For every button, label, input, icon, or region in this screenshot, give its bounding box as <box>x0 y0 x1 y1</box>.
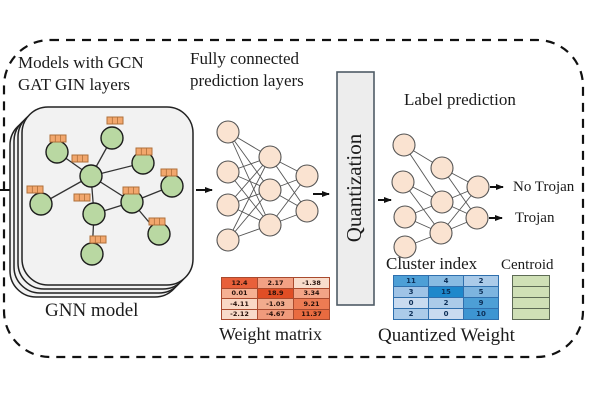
centroid-cell <box>513 298 549 308</box>
prediction-network-node <box>392 133 416 157</box>
fc-network-edge <box>227 156 271 241</box>
centroid-cell <box>513 276 549 286</box>
label-prediction-label: Label prediction <box>404 90 516 109</box>
weight-matrix-cell: 11.37 <box>294 309 329 319</box>
fc-network-node <box>258 178 282 202</box>
prediction-network-node <box>430 156 454 180</box>
models-label: Models with GCN GAT GIN layers <box>18 52 144 96</box>
feature-chip <box>122 186 140 195</box>
graph-node <box>100 126 124 150</box>
graph-node <box>82 202 106 226</box>
trojan-output-label: Trojan <box>515 210 555 226</box>
quantization-label: Quantization <box>342 133 366 243</box>
no-trojan-output-label: No Trojan <box>513 179 575 195</box>
cluster-index-cell: 3 <box>394 287 428 297</box>
graph-node <box>29 192 53 216</box>
graph-node <box>147 222 171 246</box>
models-label-line1: Models with GCN <box>18 53 144 72</box>
prediction-network-node <box>391 170 415 194</box>
feature-chip <box>73 193 91 202</box>
cluster-index-table: 11 4 2 3 15 5 0 2 9 2 0 10 <box>393 275 499 320</box>
centroid-table <box>512 275 550 320</box>
cluster-index-cell: 11 <box>394 276 428 286</box>
graph-node <box>79 164 103 188</box>
fc-network-node <box>258 213 282 237</box>
fc-network-node <box>216 228 240 252</box>
models-label-line2: GAT GIN layers <box>18 75 131 94</box>
feature-chip <box>49 134 67 143</box>
prediction-network-node <box>393 205 417 229</box>
prediction-network-node <box>429 221 453 245</box>
feature-chip <box>89 235 107 244</box>
centroid-caption: Centroid <box>501 257 554 273</box>
cluster-index-cell: 0 <box>429 309 463 319</box>
weight-matrix-cell: -4.67 <box>258 309 293 319</box>
prediction-network-node <box>465 206 489 230</box>
cluster-index-cell: 0 <box>394 298 428 308</box>
weight-matrix-cell: 18.9 <box>258 288 293 298</box>
weight-matrix-cell: 2.17 <box>258 278 293 288</box>
cluster-index-cell: 2 <box>429 298 463 308</box>
feature-chip <box>26 185 44 194</box>
fc-network-node <box>216 193 240 217</box>
cluster-index-cell: 4 <box>429 276 463 286</box>
cluster-index-cell: 5 <box>464 287 498 297</box>
centroid-cell <box>513 287 549 297</box>
weight-matrix-caption: Weight matrix <box>219 324 323 344</box>
fully-connected-label-line1: Fully connected <box>190 49 300 68</box>
feature-chip <box>135 147 153 156</box>
fc-network-node <box>258 145 282 169</box>
weight-matrix-cell: -4.11 <box>222 299 257 309</box>
prediction-network-node <box>466 175 490 199</box>
cluster-index-cell: 9 <box>464 298 498 308</box>
prediction-network-node <box>393 235 417 259</box>
fc-network-node <box>216 120 240 144</box>
cluster-index-cell: 2 <box>464 276 498 286</box>
fc-network-edge <box>227 131 271 191</box>
quantized-weight-caption: Quantized Weight <box>378 325 515 346</box>
fc-network-node <box>295 164 319 188</box>
weight-matrix-cell: 12.4 <box>222 278 257 288</box>
dashed-border <box>2 38 585 359</box>
feature-chip <box>71 154 89 163</box>
fully-connected-label-line2: prediction layers <box>190 71 304 90</box>
weight-matrix-cell: 9.21 <box>294 299 329 309</box>
weight-matrix-cell: -1.38 <box>294 278 329 288</box>
fc-network-node <box>295 199 319 223</box>
feature-chip <box>160 168 178 177</box>
graph-node <box>160 174 184 198</box>
graph-node <box>45 140 69 164</box>
fully-connected-label: Fully connected prediction layers <box>190 48 304 92</box>
gnn-model-label: GNN model <box>45 300 139 321</box>
prediction-network-node <box>430 190 454 214</box>
fc-network-edge <box>227 131 271 226</box>
weight-matrix-cell: 0.01 <box>222 288 257 298</box>
quantization-box <box>336 71 375 306</box>
weight-matrix-cell: 3.34 <box>294 288 329 298</box>
cluster-index-caption: Cluster index <box>386 254 478 273</box>
weight-matrix-table: 12.4 2.17 -1.38 0.01 18.9 3.34 -4.11 -1.03 9.21-… <box>221 277 330 320</box>
centroid-cell <box>513 309 549 319</box>
feature-chip <box>148 217 166 226</box>
feature-chip <box>106 116 124 125</box>
weight-matrix-cell: -2.12 <box>222 309 257 319</box>
weight-matrix-cell: -1.03 <box>258 299 293 309</box>
cluster-index-cell: 10 <box>464 309 498 319</box>
cluster-index-cell: 2 <box>394 309 428 319</box>
cluster-index-cell: 15 <box>429 287 463 297</box>
fc-network-node <box>216 160 240 184</box>
graph-node <box>80 242 104 266</box>
